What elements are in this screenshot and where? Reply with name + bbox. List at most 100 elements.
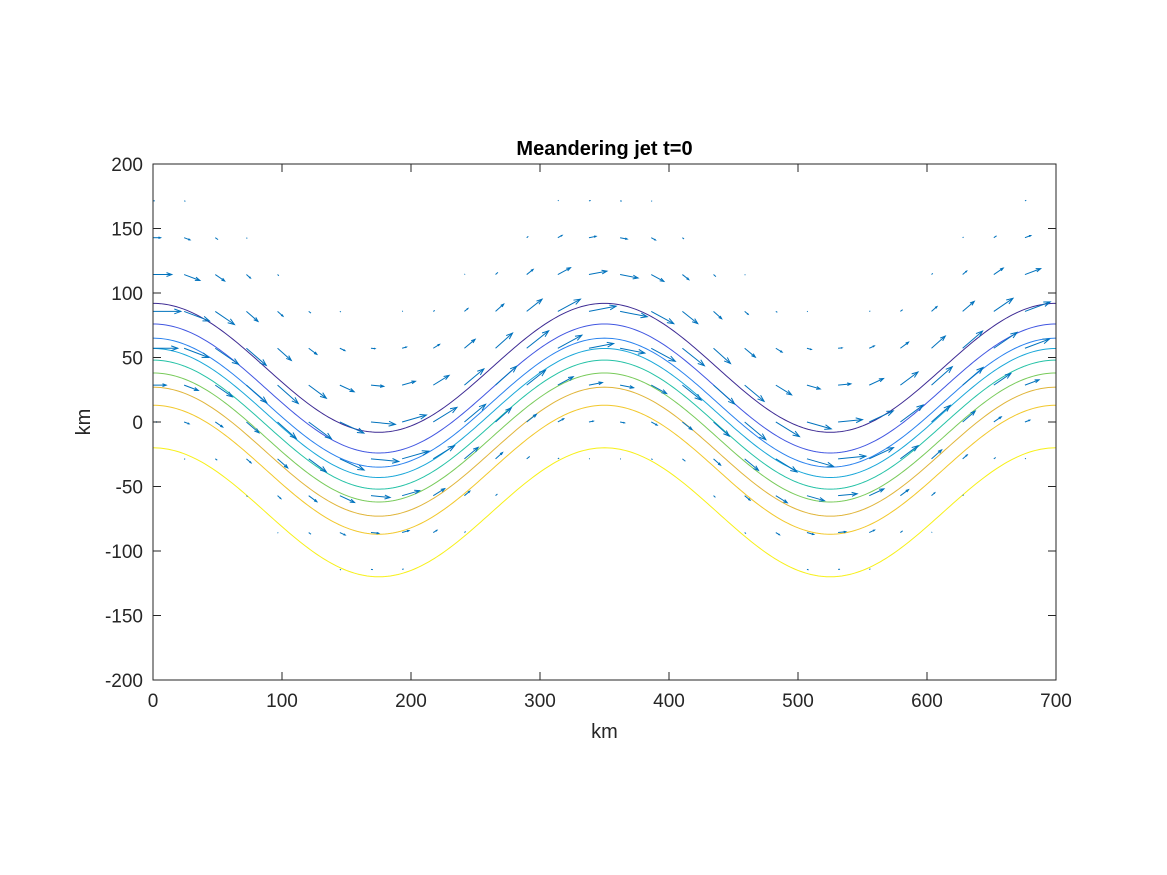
velocity-arrow — [869, 410, 895, 423]
velocity-arrow — [308, 421, 333, 440]
velocity-arrow — [526, 236, 529, 239]
velocity-arrow — [775, 347, 784, 353]
velocity-arrow — [370, 420, 397, 427]
axis-ticks: 0 100 200 300 400 500 600 700200150100500-50-10… — [105, 155, 1072, 712]
velocity-arrow — [900, 488, 910, 497]
velocity-arrow — [308, 347, 319, 356]
contour-lines — [153, 302, 1056, 578]
velocity-arrow — [775, 421, 801, 438]
contour-line-6 — [153, 372, 1056, 503]
velocity-arrow — [775, 310, 778, 313]
velocity-arrow — [931, 491, 936, 497]
velocity-arrow — [588, 381, 604, 386]
velocity-arrow — [651, 237, 657, 241]
x-tick-label: 600 — [911, 691, 943, 712]
velocity-arrow — [433, 374, 451, 386]
x-tick-label: 0 — [148, 691, 159, 712]
contour-line-7 — [153, 386, 1056, 517]
velocity-arrow — [744, 495, 752, 502]
velocity-arrow — [838, 491, 859, 497]
velocity-arrow — [900, 530, 903, 533]
velocity-arrow — [744, 311, 750, 316]
velocity-arrow — [433, 487, 446, 497]
velocity-arrow — [962, 366, 985, 386]
velocity-arrow — [246, 421, 261, 434]
velocity-arrow — [651, 421, 659, 426]
velocity-arrow — [464, 273, 466, 275]
velocity-arrow — [806, 495, 826, 502]
velocity-arrow — [526, 268, 535, 275]
velocity-arrow — [900, 309, 903, 312]
velocity-arrow — [962, 270, 968, 275]
velocity-arrow — [277, 421, 298, 440]
velocity-arrow — [339, 421, 366, 434]
velocity-arrow — [277, 532, 279, 534]
velocity-arrow — [339, 347, 347, 352]
velocity-arrow — [246, 237, 248, 239]
velocity-arrow — [183, 347, 210, 358]
velocity-arrow — [153, 236, 163, 239]
velocity-arrow — [620, 237, 629, 240]
y-tick-label: -100 — [105, 542, 143, 563]
velocity-arrow — [526, 456, 531, 460]
velocity-arrow — [401, 414, 428, 423]
velocity-arrow — [869, 345, 876, 349]
velocity-arrow — [588, 341, 616, 349]
velocity-arrow — [869, 446, 895, 460]
velocity-arrow — [651, 458, 653, 461]
velocity-arrow — [339, 384, 356, 393]
velocity-arrow — [464, 307, 470, 312]
velocity-arrow — [651, 384, 668, 395]
velocity-arrow — [682, 458, 686, 462]
contour-line-4 — [153, 347, 1056, 478]
velocity-arrow — [744, 347, 757, 359]
velocity-arrow — [962, 410, 977, 423]
velocity-arrow — [775, 495, 789, 504]
chart-title: Meandering jet t=0 — [516, 138, 692, 160]
velocity-arrow — [651, 274, 666, 283]
velocity-arrow — [682, 237, 685, 240]
velocity-arrow — [277, 384, 300, 405]
velocity-arrow — [682, 347, 706, 367]
velocity-arrow — [277, 274, 280, 277]
velocity-arrow — [900, 341, 910, 349]
velocity-arrow — [339, 495, 356, 504]
velocity-arrow — [869, 377, 885, 386]
velocity-arrow — [246, 347, 268, 367]
velocity-arrow — [557, 334, 584, 349]
velocity-arrow — [370, 494, 392, 500]
velocity-arrow — [620, 421, 626, 424]
y-tick-label: 100 — [111, 284, 143, 305]
velocity-arrow — [308, 384, 328, 400]
velocity-arrow — [433, 529, 439, 533]
velocity-arrow — [214, 347, 240, 366]
velocity-arrow — [744, 421, 767, 441]
velocity-arrow — [214, 237, 219, 241]
velocity-arrow — [246, 458, 253, 464]
velocity-arrow — [900, 371, 920, 386]
y-tick-label: -200 — [105, 671, 143, 692]
velocity-arrow — [339, 532, 347, 536]
velocity-arrow — [588, 304, 618, 312]
velocity-arrow — [433, 310, 436, 312]
velocity-arrow — [153, 308, 183, 315]
velocity-arrow — [526, 298, 544, 312]
velocity-arrow — [464, 403, 487, 423]
velocity-arrow — [869, 529, 876, 533]
velocity-arrow — [370, 531, 381, 535]
velocity-arrow — [806, 384, 822, 390]
velocity-arrow — [557, 376, 575, 386]
velocity-arrow — [931, 531, 933, 533]
velocity-arrow — [931, 404, 952, 423]
velocity-arrow — [775, 384, 793, 396]
velocity-arrow — [277, 458, 289, 469]
velocity-arrow — [775, 532, 781, 536]
velocity-arrow — [464, 338, 477, 349]
velocity-arrows — [153, 199, 1052, 571]
contour-line-3 — [153, 337, 1056, 468]
velocity-arrow — [900, 444, 920, 460]
velocity-arrow — [713, 347, 732, 365]
contour-line-5 — [153, 359, 1056, 490]
velocity-arrow — [931, 365, 954, 386]
